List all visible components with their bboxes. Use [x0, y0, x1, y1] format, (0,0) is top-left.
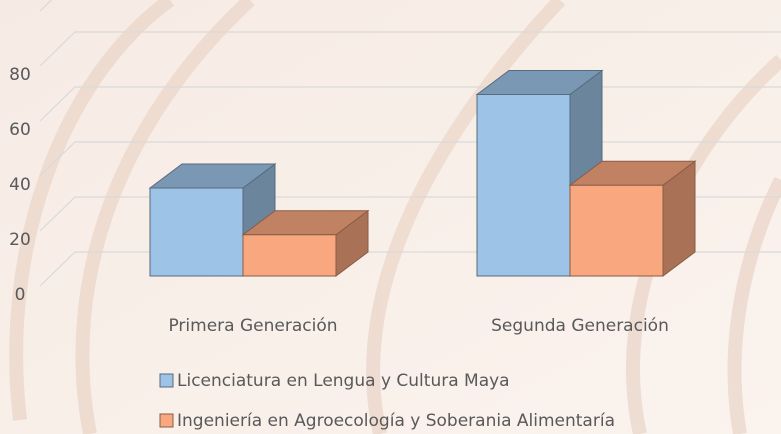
chart: 0 20 40 60 80 Primera Generación Segunda Gener…	[0, 0, 781, 434]
bar	[570, 161, 695, 276]
bar	[243, 211, 368, 276]
x-tick-label: Primera Generación	[168, 316, 337, 336]
legend-swatch	[160, 414, 173, 427]
y-tick-label: 60	[9, 120, 31, 140]
y-tick-label: 40	[9, 175, 31, 195]
y-tick-label: 20	[9, 230, 31, 250]
legend-swatch	[160, 374, 173, 387]
legend-label: Ingeniería en Agroecología y Soberania A…	[177, 411, 615, 431]
bar-front	[477, 95, 570, 277]
bar-front	[570, 185, 663, 276]
x-tick-label: Segunda Generación	[491, 316, 669, 336]
bar-front	[243, 235, 336, 276]
bar-front	[150, 188, 243, 276]
y-tick-label: 80	[9, 65, 31, 85]
y-tick-label: 0	[15, 285, 26, 305]
legend-label: Licenciatura en Lengua y Cultura Maya	[177, 371, 510, 391]
